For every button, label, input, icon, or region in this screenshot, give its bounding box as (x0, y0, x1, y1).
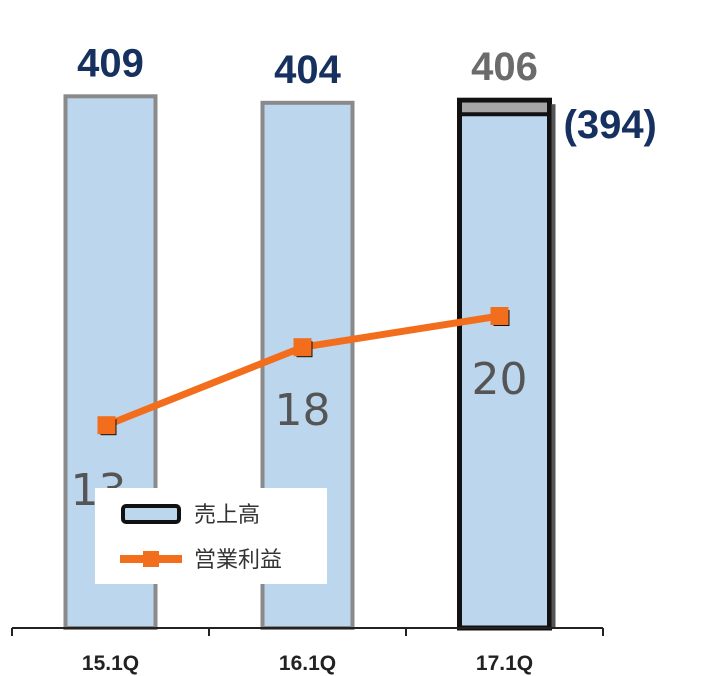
profit-point-15.1Q (97, 416, 116, 435)
profit-point-17.1Q (490, 307, 509, 325)
profit-value-label: 18 (275, 385, 331, 436)
bar-value-label: 409 (77, 41, 144, 85)
x-tick-label: 16.1Q (279, 652, 336, 675)
bar-value-label: 404 (274, 48, 341, 92)
legend-line-marker (143, 551, 159, 567)
profit-value-label: 20 (472, 354, 528, 405)
legend: 売上高 営業利益 (95, 488, 327, 584)
profit-line-layer (97, 307, 510, 436)
annotation-label: (394) (564, 103, 657, 147)
bar-cap-17.1Q (462, 102, 547, 115)
bar-shadow-17.1Q (551, 104, 556, 628)
profit-point-16.1Q (293, 338, 312, 357)
bar-value-label: 406 (471, 45, 538, 89)
legend-bar-label: 売上高 (194, 503, 260, 528)
legend-line-label: 営業利益 (194, 548, 282, 573)
x-tick-label: 15.1Q (82, 652, 139, 675)
x-tick-label: 17.1Q (476, 652, 533, 675)
labels-layer: 409404406131820(394) (71, 41, 657, 516)
x-axis: 15.1Q 16.1Q 17.1Q (11, 627, 604, 675)
legend-bar-swatch (121, 504, 181, 524)
